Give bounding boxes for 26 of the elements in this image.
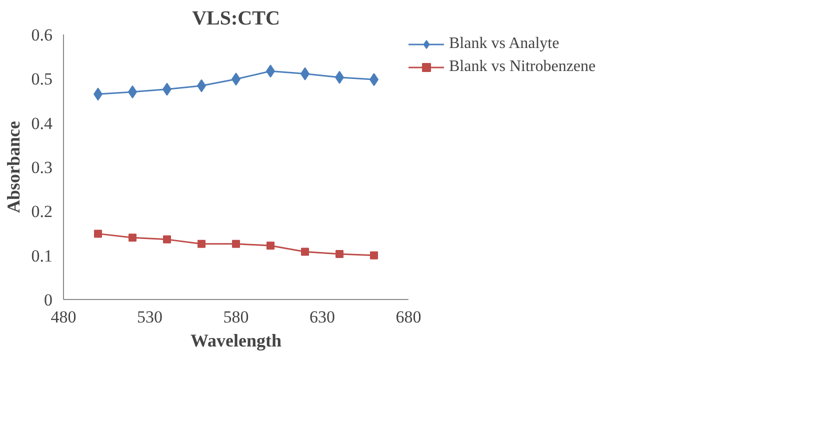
y-tick-label: 0.4: [31, 114, 53, 133]
x-tick-label: 480: [50, 308, 76, 326]
x-tick-label: 530: [137, 308, 162, 326]
chart-title: VLS:CTC: [192, 8, 280, 30]
point: [128, 234, 136, 242]
x-tick-label: 580: [223, 308, 249, 326]
point: [163, 235, 171, 244]
legend-label: Blank vs Nitrobenzene: [449, 58, 596, 76]
y-axis-title: Absorbance: [3, 120, 24, 213]
point: [94, 230, 102, 238]
y-tick-label: 0.5: [31, 70, 52, 89]
x-tick-label: 630: [310, 308, 335, 326]
x-axis-title: Wavelength: [190, 330, 282, 350]
y-tick-label: 0.3: [31, 158, 52, 177]
x-tick-label: 680: [396, 308, 422, 326]
y-tick-label: 0: [44, 290, 52, 310]
point: [370, 251, 378, 260]
point: [232, 240, 240, 248]
point: [336, 250, 344, 258]
y-tick-label: 0.1: [31, 246, 52, 266]
y-tick-label: 0.2: [31, 202, 52, 222]
point: [301, 248, 309, 256]
point: [266, 242, 274, 250]
point: [198, 240, 206, 248]
legend-label: Blank vs Analyte: [449, 35, 560, 53]
y-tick-label: 0.6: [31, 26, 52, 44]
